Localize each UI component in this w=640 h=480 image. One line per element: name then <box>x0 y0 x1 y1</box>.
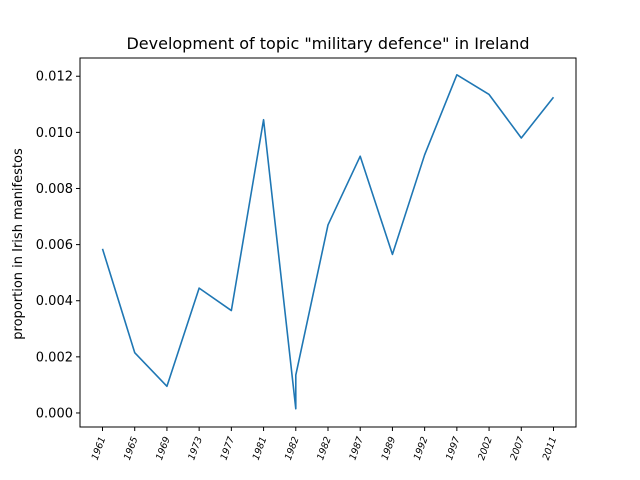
y-tick-label: 0.010 <box>36 126 73 141</box>
y-tick-label: 0.012 <box>36 70 73 85</box>
x-tick-label: 1981 <box>251 435 270 461</box>
y-tick-label: 0.004 <box>36 294 73 309</box>
series-line <box>103 75 554 409</box>
x-tick-label: 1997 <box>444 435 463 461</box>
axes-frame <box>80 58 576 427</box>
plot-area: 0.000 0.002 0.004 0.006 0.008 0.010 0.012 1961 1… <box>36 58 576 462</box>
x-tick-label: 1989 <box>380 435 399 461</box>
chart-title: Development of topic "military defence" … <box>126 34 529 53</box>
x-tick-label: 1992 <box>412 435 431 461</box>
y-tick-label: 0.006 <box>36 238 73 253</box>
x-tick-label: 1965 <box>122 435 141 461</box>
x-tick-label: 1973 <box>186 435 205 461</box>
x-tick-label: 1977 <box>219 435 238 461</box>
x-tick-label: 1969 <box>154 435 173 461</box>
x-tick-label: 2011 <box>541 435 560 461</box>
x-tick-label: 2007 <box>508 435 527 461</box>
x-tick-label: 1982 <box>283 435 302 461</box>
x-tick-label: 1961 <box>90 435 109 461</box>
x-tick-label: 1982 <box>315 435 334 461</box>
y-tick-label: 0.000 <box>36 406 73 421</box>
y-axis-label: proportion in Irish manifestos <box>11 148 26 340</box>
y-tick-label: 0.002 <box>36 350 73 365</box>
x-tick-label: 1987 <box>347 435 366 461</box>
x-tick-label: 2002 <box>476 435 495 461</box>
y-tick-label: 0.008 <box>36 182 73 197</box>
